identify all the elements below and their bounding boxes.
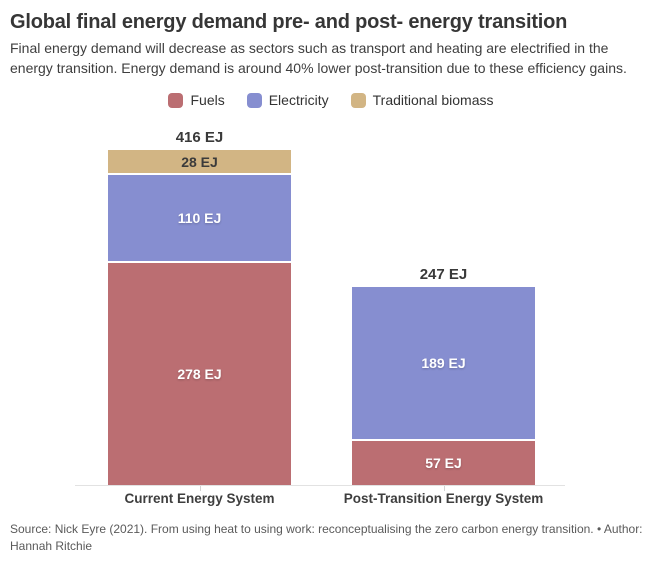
segment-value-label: 57 EJ — [425, 455, 462, 472]
segment-value-label: 189 EJ — [421, 355, 466, 372]
x-axis-line — [75, 485, 565, 487]
bar-segment-fuels[interactable]: 57 EJ — [352, 439, 535, 486]
plot-area: 28 EJ 110 EJ 278 EJ 416 EJ Current Energy Sy… — [0, 109, 662, 507]
legend-swatch — [350, 92, 366, 108]
stacked-bar-current[interactable]: 28 EJ 110 EJ 278 EJ — [108, 150, 291, 486]
axis-tick — [443, 486, 445, 492]
bar-segment-electricity[interactable]: 189 EJ — [352, 287, 535, 440]
segment-value-label: 110 EJ — [177, 210, 222, 227]
source-note: Source: Nick Eyre (2021). From using hea… — [10, 522, 643, 554]
legend-item-fuels[interactable]: Fuels — [168, 92, 225, 109]
legend-label: Traditional biomass — [372, 92, 494, 109]
axis-tick — [199, 486, 201, 492]
legend: Fuels Electricity Traditional biomass — [0, 91, 662, 109]
legend-label: Electricity — [268, 92, 329, 109]
bar-segment-fuels[interactable]: 278 EJ — [108, 261, 291, 486]
legend-item-electricity[interactable]: Electricity — [246, 92, 329, 109]
bar-total-label: 416 EJ — [175, 129, 224, 147]
category-label: Post-Transition Energy System — [343, 491, 544, 507]
bar-segment-electricity[interactable]: 110 EJ — [108, 172, 291, 262]
legend-label: Fuels — [190, 92, 225, 109]
legend-item-traditional-biomass[interactable]: Traditional biomass — [350, 92, 494, 109]
category-label: Current Energy System — [124, 491, 275, 507]
chart-subtitle: Final energy demand will decrease as sec… — [10, 40, 627, 76]
legend-swatch — [168, 92, 184, 108]
chart-title: Global final energy demand pre- and post… — [10, 11, 568, 33]
segment-value-label: 278 EJ — [177, 366, 222, 383]
bar-total-label: 247 EJ — [419, 266, 468, 284]
segment-value-label: 28 EJ — [181, 153, 218, 170]
stacked-bar-post-transition[interactable]: 189 EJ 57 EJ — [352, 287, 535, 486]
legend-swatch — [246, 92, 262, 108]
bar-segment-traditional-biomass[interactable]: 28 EJ — [108, 150, 291, 173]
